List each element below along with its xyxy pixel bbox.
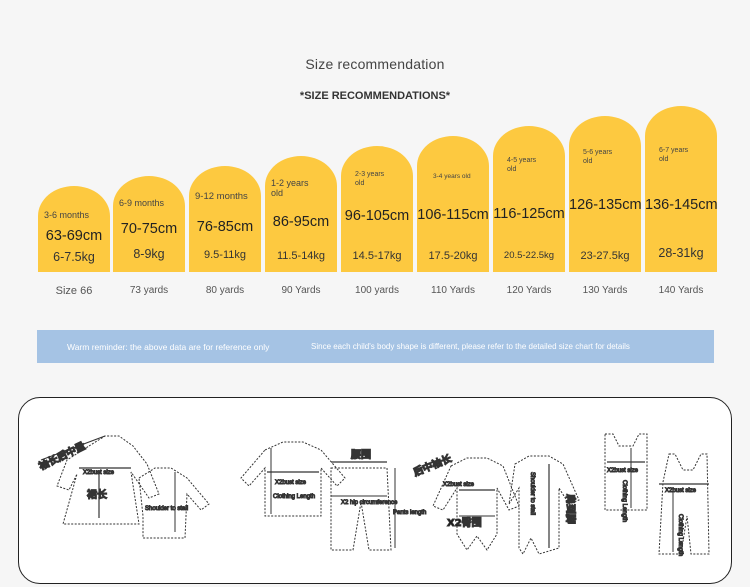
- size-label: 130 Yards: [582, 285, 628, 296]
- size-bars: 3-6 months 63-69cm 6-7.5kg Size 66 6-9 m…: [38, 106, 717, 297]
- top-bust-label: X2bust size: [275, 480, 307, 486]
- dress-bust-label: X2bust size: [83, 470, 115, 476]
- romper-shoulder-label: Shoulder to stall: [529, 472, 535, 515]
- size-height: 76-85cm: [196, 219, 254, 235]
- size-bar: 3-4 years old 106-115cm 17.5-20kg: [417, 136, 489, 272]
- size-age: 1-2 years old: [271, 178, 309, 198]
- size-age: 9-12 months: [195, 191, 248, 202]
- measurement-diagram: 袖长后中量 X2bust size 裙长 Shoulder to stall X…: [18, 397, 732, 584]
- romper-illustration: [432, 455, 580, 555]
- top-length-label: Clothing Length: [273, 494, 315, 500]
- size-bar: 5-6 years old 126-135cm 23-27.5kg: [569, 116, 641, 272]
- size-age: 6-7 years old: [659, 147, 689, 163]
- size-bar: 2-3 years old 96-105cm 14.5-17kg: [341, 146, 413, 272]
- size-weight: 20.5-22.5kg: [503, 250, 555, 261]
- top-pants-illustration: [240, 441, 396, 551]
- reminder-right: Since each child's body shape is differe…: [311, 342, 630, 351]
- size-label: Size 66: [55, 285, 93, 297]
- size-age: 2-3 years old: [355, 171, 385, 187]
- size-weight: 17.5-20kg: [428, 250, 478, 262]
- back-sleeve-label: 后中袖长: [411, 451, 454, 478]
- size-height: 86-95cm: [272, 214, 330, 230]
- size-bar: 9-12 months 76-85cm 9.5-11kg: [189, 166, 261, 272]
- reminder-banner: Warm reminder: the above data are for re…: [37, 330, 714, 363]
- size-label: 120 Yards: [506, 285, 552, 296]
- size-bar: 6-9 months 70-75cm 8-9kg: [113, 176, 185, 272]
- size-height: 106-115cm: [417, 207, 489, 223]
- page-title: Size recommendation: [305, 56, 445, 72]
- size-weight: 14.5-17kg: [352, 250, 402, 262]
- page-subtitle: *SIZE RECOMMENDATIONS*: [299, 90, 451, 102]
- hip-label: X2 hip circumference: [341, 500, 398, 506]
- size-age: 3-6 months: [44, 210, 90, 220]
- reminder-left: Warm reminder: the above data are for re…: [67, 342, 270, 352]
- size-bar: 1-2 years old 86-95cm 11.5-14kg: [265, 156, 337, 272]
- size-weight: 6-7.5kg: [53, 250, 95, 264]
- overalls-bust-label: X2bust size: [665, 488, 697, 494]
- size-bar: 3-6 months 63-69cm 6-7.5kg: [38, 186, 110, 272]
- size-bar: 6-7 years old 136-145cm 28-31kg: [645, 106, 717, 272]
- shoulder-stall-label: Shoulder to stall: [145, 506, 188, 512]
- size-height: 96-105cm: [344, 208, 410, 224]
- size-height: 63-69cm: [45, 228, 103, 244]
- size-label: 100 yards: [355, 285, 399, 296]
- size-bar: 4-5 years old 116-125cm 20.5-22.5kg: [493, 126, 565, 272]
- skirt-length-label: 裙长: [87, 488, 108, 501]
- size-age: 6-9 months: [119, 198, 165, 208]
- size-height: 136-145cm: [645, 197, 717, 213]
- size-weight: 9.5-11kg: [204, 249, 246, 261]
- size-age: 3-4 years old: [433, 173, 471, 180]
- waist-label: 腰围: [350, 449, 371, 461]
- size-weight: 28-31kg: [658, 246, 704, 260]
- size-label: 80 yards: [205, 285, 245, 296]
- size-height: 70-75cm: [120, 221, 178, 237]
- pants-length-label: Pants length: [393, 510, 426, 516]
- size-age: 5-6 years old: [583, 149, 613, 165]
- shoulder-foot-label: 肩到脚: [564, 494, 577, 524]
- size-age: 4-5 years old: [507, 157, 537, 173]
- vest-bust-label: X2bust size: [607, 468, 639, 474]
- vest-overalls-illustration: [604, 433, 710, 555]
- size-weight: 8-9kg: [133, 247, 165, 261]
- overalls-length-label: Clothing Length: [677, 514, 683, 556]
- size-height: 126-135cm: [569, 197, 641, 213]
- size-label: 73 yards: [129, 285, 169, 296]
- size-weight: 23-27.5kg: [580, 250, 630, 262]
- romper-bust-label: X2bust size: [443, 482, 475, 488]
- size-height: 116-125cm: [493, 206, 565, 222]
- vest-length-label: Clothing Length: [621, 480, 627, 522]
- size-label: 140 Yards: [658, 285, 704, 296]
- size-weight: 11.5-14kg: [276, 250, 326, 262]
- size-label: 90 Yards: [281, 285, 321, 296]
- dress-illustration: [40, 435, 210, 539]
- size-label: 110 Yards: [431, 285, 475, 296]
- romper-hip-label: X2臀围: [447, 517, 482, 529]
